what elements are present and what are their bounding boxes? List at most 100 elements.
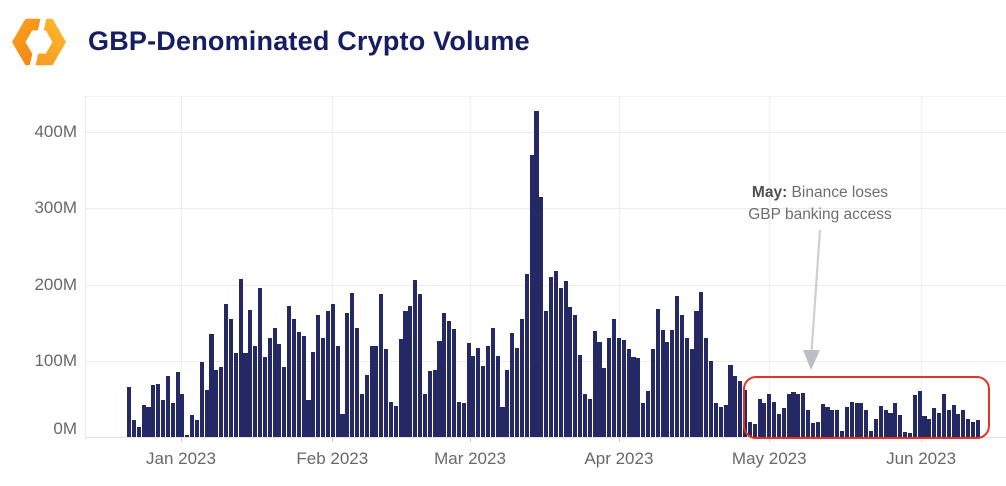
volume-bar [878,405,883,437]
volume-bar [432,369,437,437]
volume-bar [180,393,185,437]
volume-bar [597,341,602,437]
volume-bar [456,401,461,437]
volume-bar [534,110,539,437]
volume-bar [277,343,282,437]
volume-bar [650,349,655,437]
volume-bar [796,393,801,437]
volume-bar [645,391,651,437]
volume-bar [820,404,825,437]
y-axis-line [85,96,86,437]
volume-bar [228,318,233,437]
x-axis-label: Feb 2023 [296,449,369,468]
volume-bar [248,310,253,437]
y-axis-label: 300M [34,198,77,218]
volume-bar [776,414,782,437]
volume-bar [563,280,568,437]
volume-bar [257,287,263,437]
volume-bar [922,415,927,437]
volume-bar [621,340,626,437]
volume-bar [466,343,471,437]
volume-bar [558,287,563,437]
volume-bar [742,389,748,437]
volume-bar [738,381,743,437]
volume-bar [224,303,229,437]
volume-bar [170,402,175,437]
x-axis-label: Mar 2023 [434,449,506,468]
volume-bar [398,339,403,437]
volume-bar [219,366,224,437]
volume-bar [612,318,617,437]
volume-bar [636,358,641,437]
volume-bar [873,419,879,437]
volume-bar [160,400,166,437]
volume-bar [757,398,762,437]
volume-bar [379,293,384,437]
volume-bar [175,372,180,437]
volume-bar [684,337,689,437]
annotation-bold: May: [751,184,788,201]
volume-bar [864,410,869,437]
volume-bar [325,311,330,437]
volume-bar [825,407,830,437]
volume-bar [359,393,364,437]
volume-bar [151,385,156,437]
volume-bar [670,330,675,437]
annotation-line2: GBP banking access [748,206,892,223]
volume-bar [461,403,466,437]
volume-bar [345,312,350,437]
volume-bar [830,409,835,437]
x-axis-label: Apr 2023 [584,449,654,468]
volume-bar [485,345,491,437]
x-axis-label: Jan 2023 [145,449,216,468]
volume-bar [544,311,549,437]
x-axis-tick [921,437,923,442]
volume-bar [791,392,796,437]
x-axis-label: May 2023 [731,449,807,468]
volume-bar [524,273,529,437]
volume-bar [529,154,534,437]
volume-bar [704,337,709,437]
gridline-x-month [332,96,334,437]
highlight-box [743,376,990,439]
gridline-x-month [769,96,771,437]
volume-bar [291,318,297,437]
volume-bar [131,420,136,437]
volume-bar [912,395,917,437]
volume-bar [631,356,636,437]
volume-bar [306,400,311,437]
volume-bar [883,410,888,437]
volume-bar [578,354,583,437]
volume-bar [660,330,665,437]
volume-bar [321,337,326,437]
volume-bar [718,406,723,437]
volume-bar [515,347,520,437]
volume-bar [772,401,777,437]
volume-bar [476,347,481,437]
volume-bar [806,410,811,437]
volume-bar [689,349,694,437]
volume-bar [330,303,335,437]
volume-bar [267,337,272,437]
gridline-x-month [921,96,923,437]
volume-bar [194,420,200,437]
volume-bar [451,329,457,437]
volume-bar [146,406,151,437]
volume-bar [917,391,922,437]
volume-bar [127,387,132,437]
volume-bar [927,419,932,437]
volume-bar [810,423,815,437]
volume-bar [956,414,961,437]
volume-bar [262,356,267,437]
volume-bar [970,421,976,437]
volume-bar [427,371,432,437]
volume-bar [287,305,292,437]
volume-bar [296,331,301,437]
volume-bar [665,341,670,437]
volume-bar [888,413,893,437]
volume-bar [592,331,597,437]
header: GBP-Denominated Crypto Volume [0,0,1006,80]
gridline-x-month [180,96,182,437]
